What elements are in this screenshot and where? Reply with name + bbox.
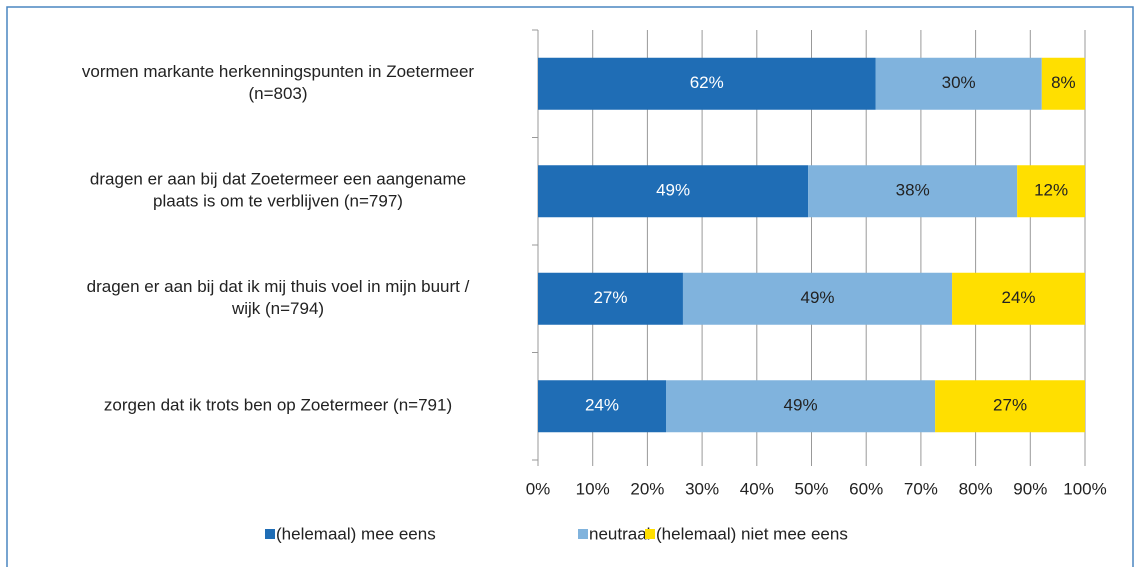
category-label: vormen markante herkenningspunten in Zoe… (82, 62, 474, 103)
data-label: 24% (585, 396, 619, 415)
data-label: 8% (1051, 73, 1076, 92)
legend-label: neutraal (589, 524, 650, 543)
legend-label: (helemaal) niet mee eens (656, 524, 848, 543)
data-label: 38% (896, 181, 930, 200)
bar-segment (935, 380, 1085, 433)
bar-segment (538, 165, 809, 218)
category-label: zorgen dat ik trots ben op Zoetermeer (n… (104, 396, 452, 415)
data-label: 30% (942, 73, 976, 92)
bar-segment (1017, 165, 1085, 218)
x-tick-label: 20% (630, 479, 664, 498)
x-tick-label: 10% (576, 479, 610, 498)
bar-segment (808, 165, 1018, 218)
data-label: 49% (656, 181, 690, 200)
data-label: 12% (1034, 181, 1068, 200)
bar-segment (538, 380, 666, 433)
data-label: 62% (690, 73, 724, 92)
x-tick-label: 90% (1013, 479, 1047, 498)
bar-segment (665, 380, 936, 433)
x-tick-label: 50% (794, 479, 828, 498)
x-tick-label: 40% (740, 479, 774, 498)
bar-segment (682, 272, 953, 325)
x-tick-label: 70% (904, 479, 938, 498)
category-label: dragen er aan bij dat Zoetermeer een aan… (90, 170, 466, 211)
x-tick-label: 60% (849, 479, 883, 498)
x-tick-label: 0% (526, 479, 551, 498)
data-label: 49% (784, 396, 818, 415)
x-tick-label: 80% (959, 479, 993, 498)
legend-swatch (265, 529, 275, 539)
bar-segment (952, 272, 1085, 325)
x-tick-label: 100% (1063, 479, 1106, 498)
data-label: 49% (801, 288, 835, 307)
data-label: 27% (993, 396, 1027, 415)
x-tick-label: 30% (685, 479, 719, 498)
legend-label: (helemaal) mee eens (276, 524, 436, 543)
legend-swatch (578, 529, 588, 539)
bar-segment (1041, 57, 1085, 110)
frame (6, 6, 1134, 567)
bar-segment (875, 57, 1042, 110)
bar-segment (538, 272, 683, 325)
data-label: 24% (1002, 288, 1036, 307)
legend-swatch (645, 529, 655, 539)
data-label: 27% (593, 288, 627, 307)
bar-segment (538, 57, 876, 110)
category-label: dragen er aan bij dat ik mij thuis voel … (87, 277, 470, 318)
